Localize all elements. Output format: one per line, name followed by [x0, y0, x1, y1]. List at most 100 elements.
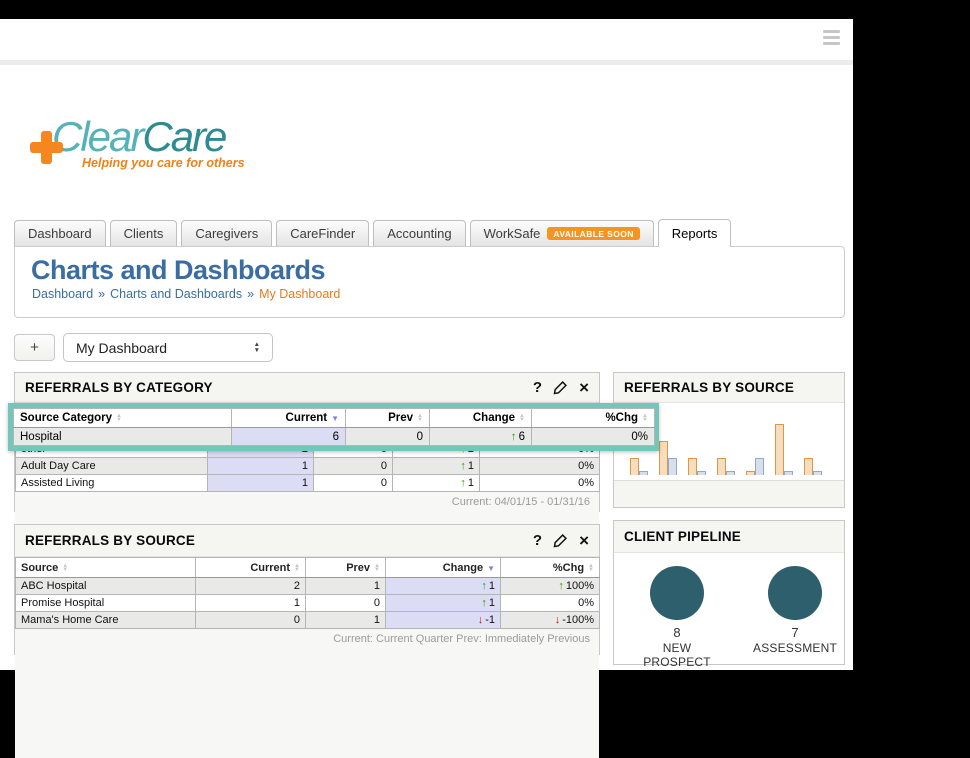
- bar-group: [746, 458, 764, 475]
- chart-bar-current: [688, 458, 697, 475]
- chart-bar-prev: [668, 458, 677, 475]
- edit-icon[interactable]: [553, 380, 568, 395]
- cell-prev: 0: [313, 474, 393, 492]
- sort-icon: ▲▼: [588, 562, 594, 573]
- column-pct-chg[interactable]: %Chg▲▼: [500, 557, 600, 578]
- panel-header: REFERRALS BY CATEGORY ? ×: [15, 373, 599, 403]
- cell-current: 6: [231, 427, 346, 446]
- bar-chart-plot-area: [630, 424, 822, 475]
- breadcrumb-link[interactable]: My Dashboard: [259, 287, 341, 301]
- panel-header: REFERRALS BY SOURCE: [614, 373, 844, 403]
- up-arrow-icon: ↑: [460, 460, 466, 472]
- cell-source: Assisted Living: [15, 474, 208, 492]
- available-soon-badge: AVAILABLE SOON: [547, 227, 640, 240]
- sort-icon: ▲▼: [417, 412, 423, 423]
- chart-panel-footer: [614, 480, 844, 507]
- up-arrow-icon: ↑: [558, 580, 564, 592]
- cell-source: ABC Hospital: [15, 577, 196, 595]
- tab-carefinder[interactable]: CareFinder: [276, 220, 370, 246]
- page-title: Charts and Dashboards: [31, 255, 326, 285]
- dashboard-select[interactable]: My Dashboard ▲ ▼: [63, 333, 273, 362]
- panel-client-pipeline: CLIENT PIPELINE 8 NEW PROSPECT 7 ASSESSMENT: [613, 520, 845, 669]
- app-window: ClearCare Helping you care for others Da…: [0, 19, 853, 758]
- pipeline-stage-circle[interactable]: [768, 566, 822, 620]
- sort-icon: ▲▼: [294, 562, 300, 573]
- cell-pct-chg: ↑ 100%: [500, 577, 600, 595]
- column-source-category[interactable]: Source Category▲▼: [13, 408, 232, 428]
- tab-label: Caregivers: [195, 226, 259, 241]
- cell-prev: 1: [305, 577, 386, 595]
- table-footnote: Current: Current Quarter Prev: Immediate…: [15, 629, 599, 758]
- logo-plus-icon: [30, 131, 63, 164]
- close-icon[interactable]: ×: [579, 531, 589, 550]
- chart-bar-current: [746, 471, 755, 475]
- tab-label: Accounting: [387, 226, 452, 241]
- edit-icon[interactable]: [553, 533, 568, 548]
- chart-bar-prev: [726, 471, 735, 475]
- table-header-row: Source Category▲▼ Current▼ Prev▲▼ Change…: [13, 408, 655, 428]
- sort-icon: ▲▼: [374, 562, 380, 573]
- breadcrumb-link[interactable]: Dashboard: [32, 287, 94, 301]
- breadcrumb: Dashboard » Charts and Dashboards » My Dashb…: [32, 287, 844, 301]
- tab-label: Reports: [671, 226, 718, 241]
- sort-icon: ▲▼: [519, 412, 525, 423]
- table-row: Assisted Living 1 0 ↑ 1 0%: [15, 474, 600, 492]
- brand-tagline: Helping you care for others: [82, 156, 245, 170]
- cell-current: 2: [195, 577, 306, 595]
- table-row: ABC Hospital 2 1 ↑ 1 ↑ 100%: [15, 577, 600, 595]
- bar-group: [659, 441, 677, 475]
- hamburger-menu-icon[interactable]: [823, 30, 841, 48]
- sort-icon: ▲▼: [116, 412, 122, 423]
- tab-reports[interactable]: Reports: [657, 219, 732, 247]
- pipeline-stage: 8 NEW PROSPECT: [628, 566, 726, 669]
- page-header-box: Charts and Dashboards Dashboard » Charts a…: [14, 246, 845, 318]
- tab-worksafe[interactable]: WorkSafe AVAILABLE SOON: [469, 220, 654, 246]
- panel-title: CLIENT PIPELINE: [624, 529, 742, 544]
- tab-caregivers[interactable]: Caregivers: [181, 220, 273, 246]
- pipeline-stage-circle[interactable]: [650, 566, 704, 620]
- cell-change: ↑ 1: [392, 474, 480, 492]
- table-row: Hospital 6 0 ↑ 6 0%: [13, 427, 655, 446]
- tab-accounting[interactable]: Accounting: [373, 220, 466, 246]
- column-source[interactable]: Source ▲ ▼: [15, 557, 196, 578]
- header-divider: [0, 60, 853, 65]
- column-prev[interactable]: Prev▲▼: [305, 557, 386, 578]
- tab-clients[interactable]: Clients: [109, 220, 178, 246]
- cell-pct-chg: 0%: [500, 594, 600, 612]
- column-prev[interactable]: Prev▲▼: [345, 408, 430, 428]
- brand-part-care: Care: [142, 113, 227, 160]
- tab-dashboard[interactable]: Dashboard: [14, 220, 106, 246]
- highlight-callout: Source Category ▲ ▼ Current ▼ Prev ▲ ▼ Change…: [8, 403, 659, 451]
- chart-bar-prev: [813, 471, 822, 475]
- panel-header: REFERRALS BY SOURCE ? ×: [15, 525, 599, 557]
- cell-source: Adult Day Care: [15, 457, 208, 475]
- sort-icon: ▲▼: [642, 412, 648, 423]
- chart-bar-prev: [697, 471, 706, 475]
- cell-prev: 0: [345, 427, 430, 446]
- column-current[interactable]: Current ▲ ▼: [195, 557, 306, 578]
- add-dashboard-button[interactable]: +: [14, 334, 55, 361]
- panel-title: REFERRALS BY SOURCE: [624, 380, 795, 395]
- bar-group: [804, 458, 822, 475]
- table-row: Adult Day Care 1 0 ↑ 1 0%: [15, 457, 600, 475]
- chart-bar-current: [804, 458, 813, 475]
- help-icon[interactable]: ?: [532, 379, 543, 396]
- pipeline-stages: 8 NEW PROSPECT 7 ASSESSMENT: [614, 553, 844, 669]
- breadcrumb-separator: »: [98, 287, 106, 301]
- chart-bar-current: [717, 458, 726, 475]
- column-current[interactable]: Current▼: [231, 408, 346, 428]
- close-icon[interactable]: ×: [579, 378, 589, 397]
- sorted-desc-icon: ▼: [487, 563, 495, 573]
- column-change[interactable]: Change▲▼: [429, 408, 532, 428]
- column-change[interactable]: Change ▼: [385, 557, 501, 578]
- breadcrumb-link[interactable]: Charts and Dashboards: [110, 287, 243, 301]
- cell-change: ↑6: [429, 427, 532, 446]
- help-icon[interactable]: ?: [532, 532, 543, 549]
- column-pct-chg[interactable]: %Chg▲▼: [531, 408, 655, 428]
- panel-header: CLIENT PIPELINE: [614, 521, 844, 553]
- up-arrow-icon: ↑: [481, 580, 487, 592]
- up-arrow-icon: ↑: [460, 477, 466, 489]
- panel-referrals-by-source: REFERRALS BY SOURCE ? × Source ▲ ▼ Current…: [14, 524, 600, 758]
- bar-group: [775, 424, 793, 475]
- cell-current: 1: [207, 474, 314, 492]
